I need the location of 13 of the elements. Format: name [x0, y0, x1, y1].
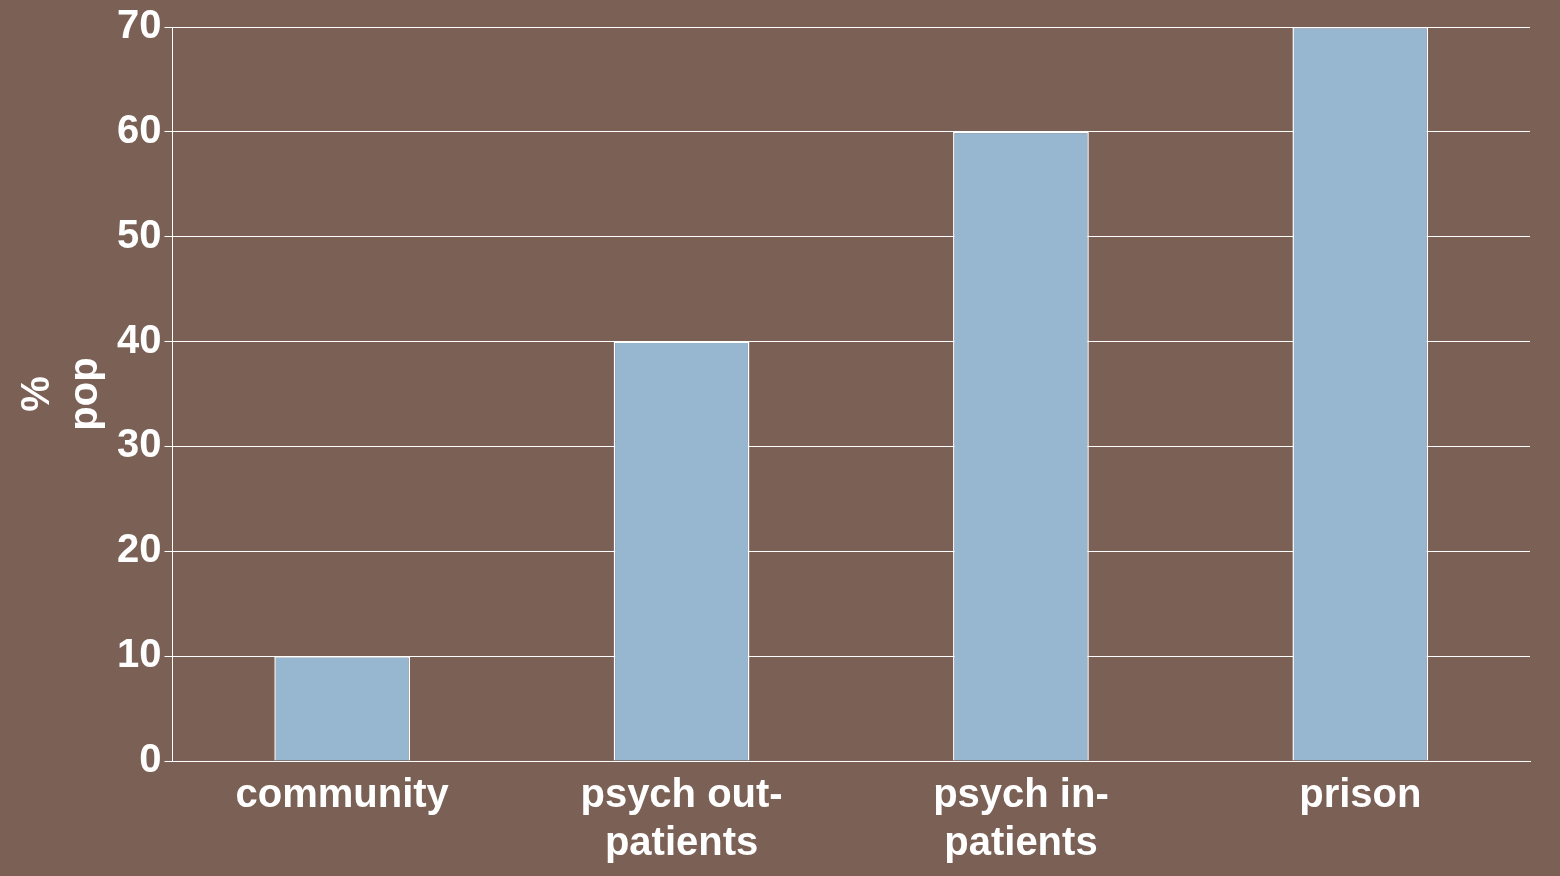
y-tick-label: 10 — [116, 631, 162, 676]
y-tick-label: 70 — [116, 2, 162, 47]
x-tick-label: psych out-patients — [580, 771, 783, 864]
x-tick-label: prison — [1299, 771, 1422, 816]
y-tick-label: 30 — [116, 421, 162, 466]
y-tick-label: 60 — [116, 106, 162, 151]
x-tick-label: psych in-patients — [933, 771, 1109, 864]
x-tick-label: community — [235, 771, 450, 816]
y-tick-label: 50 — [116, 211, 162, 256]
y-tick-label: 0 — [139, 736, 162, 781]
y-axis-title: % pop — [13, 357, 106, 431]
y-tick-label: 40 — [116, 316, 162, 361]
y-tick-label: 20 — [116, 526, 162, 571]
